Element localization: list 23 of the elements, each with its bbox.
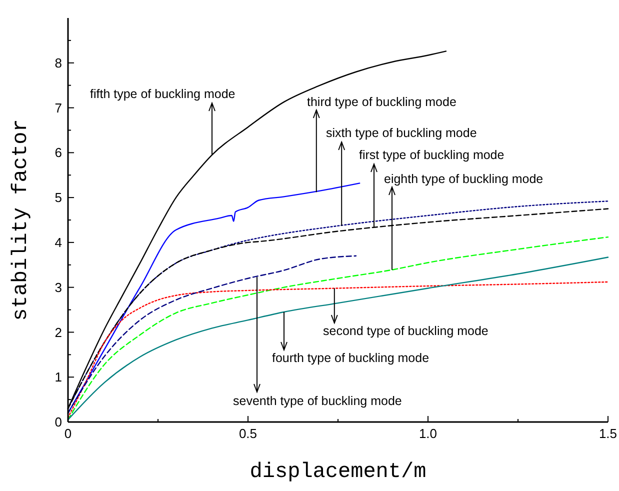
y-tick-label: 2 <box>54 324 62 340</box>
annotation: eighth type of buckling mode <box>384 172 544 186</box>
annotation: fourth type of buckling mode <box>272 351 430 365</box>
annotation: sixth type of buckling mode <box>326 126 477 140</box>
annotation: seventh type of buckling mode <box>233 394 402 408</box>
annotation: fifth type of buckling mode <box>90 87 236 101</box>
y-axis-title: stability factor <box>10 119 33 321</box>
y-tick-label: 0 <box>54 414 62 430</box>
x-tick-label: 0.5 <box>238 426 258 441</box>
x-tick-label: 1.5 <box>598 426 618 441</box>
y-tick-label: 8 <box>54 55 62 70</box>
x-axis-title: displacement/m <box>250 461 426 484</box>
annotation: second type of buckling mode <box>323 324 488 338</box>
x-tick-label: 0 <box>64 426 72 441</box>
y-tick-label: 3 <box>54 280 62 295</box>
annotation: first type of buckling mode <box>359 148 504 162</box>
y-tick-label: 1 <box>54 370 62 385</box>
y-tick-label: 4 <box>54 234 62 250</box>
y-tick-label: 6 <box>54 145 62 160</box>
y-tick-label: 7 <box>54 100 62 116</box>
annotation: third type of buckling mode <box>307 95 456 109</box>
x-tick-label: 1.0 <box>418 426 438 441</box>
y-tick-label: 5 <box>54 190 62 206</box>
